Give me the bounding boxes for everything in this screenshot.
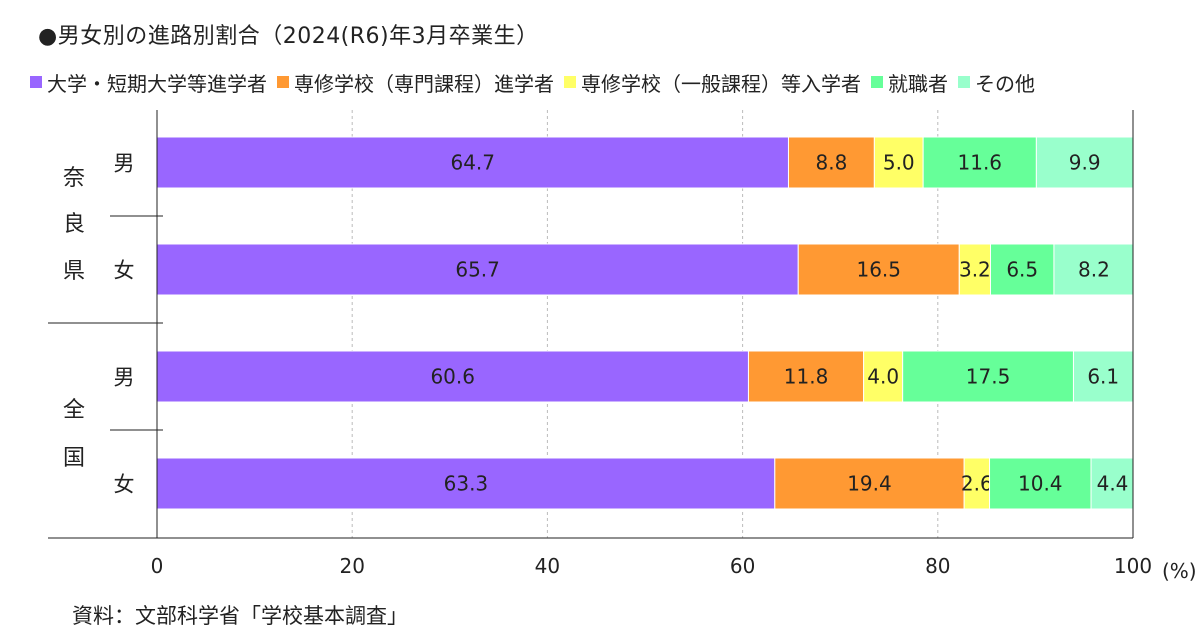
bar-value-label: 65.7 — [455, 258, 500, 282]
legend-swatch — [277, 76, 289, 88]
bar-segment — [873, 136, 924, 189]
bar-value-label: 10.4 — [1018, 472, 1063, 496]
x-tick-label: 60 — [730, 554, 755, 578]
legend-label: その他 — [975, 71, 1035, 96]
bar-segment — [922, 136, 1037, 189]
bar-segment — [747, 350, 865, 403]
bar-value-label: 8.2 — [1078, 258, 1110, 282]
bar-value-label: 6.5 — [1006, 258, 1038, 282]
legend-label: 就職者 — [888, 71, 948, 96]
bar-value-label: 6.1 — [1087, 365, 1119, 389]
bar-value-label: 19.4 — [847, 472, 892, 496]
legend-label: 専修学校（一般課程）等入学者 — [581, 71, 861, 96]
group-label-char: 奈 — [63, 166, 85, 191]
legend-swatch — [30, 76, 42, 88]
x-tick-label: 100 — [1114, 554, 1152, 578]
bar-segment — [1053, 243, 1135, 296]
legend-label: 大学・短期大学等進学者 — [47, 71, 267, 96]
legend-swatch — [871, 76, 883, 88]
bar-segment — [958, 243, 992, 296]
bar-segment — [156, 243, 799, 296]
bar-value-label: 8.8 — [816, 151, 848, 175]
legend-item: 大学・短期大学等進学者 — [30, 68, 267, 97]
bar-segment — [863, 350, 904, 403]
legend-item: 専修学校（一般課程）等入学者 — [564, 68, 861, 97]
legend-swatch — [564, 76, 576, 88]
group-label-char: 県 — [63, 259, 85, 284]
row-label: 男 — [114, 152, 135, 176]
bar-value-label: 11.8 — [784, 365, 829, 389]
bar-segment — [787, 136, 875, 189]
group-label-char: 全 — [63, 398, 85, 423]
bar-value-label: 64.7 — [450, 151, 495, 175]
bar-segment — [989, 457, 1092, 510]
x-tick-label: 0 — [151, 554, 164, 578]
bar-value-label: 16.5 — [856, 258, 901, 282]
legend-swatch — [958, 76, 970, 88]
bar-value-label: 2.6 — [961, 472, 993, 496]
bar-segment — [990, 243, 1055, 296]
bar-segment — [797, 243, 960, 296]
x-tick-label: 20 — [339, 554, 364, 578]
bar-value-label: 9.9 — [1069, 151, 1101, 175]
bar-segment — [963, 457, 991, 510]
bar-segment — [1035, 136, 1134, 189]
row-label: 女 — [114, 473, 135, 497]
legend-item: 就職者 — [871, 68, 948, 97]
bar-segment — [1090, 457, 1135, 510]
legend-label: 専修学校（専門課程）進学者 — [294, 71, 554, 96]
group-label-char: 国 — [63, 446, 85, 471]
bar-value-label: 4.0 — [867, 365, 899, 389]
bar-value-label: 3.2 — [959, 258, 991, 282]
bar-value-label: 11.6 — [958, 151, 1003, 175]
chart-title: ●男女別の進路別割合（2024(R6)年3月卒業生） — [38, 24, 539, 49]
bar-segment — [156, 457, 776, 510]
bar-value-label: 5.0 — [883, 151, 915, 175]
row-label: 男 — [114, 366, 135, 390]
row-label: 女 — [114, 259, 135, 283]
legend-item: 専修学校（専門課程）進学者 — [277, 68, 554, 97]
bar-value-label: 60.6 — [430, 365, 475, 389]
x-unit-label: (%) — [1162, 559, 1196, 583]
chart-legend: 大学・短期大学等進学者 専修学校（専門課程）進学者 専修学校（一般課程）等入学者 就職… — [30, 68, 1045, 96]
bar-value-label: 63.3 — [444, 472, 489, 496]
x-tick-label: 80 — [925, 554, 950, 578]
bar-value-label: 4.4 — [1097, 472, 1129, 496]
source-note: 資料：文部科学省「学校基本調査」 — [72, 604, 408, 628]
x-tick-label: 40 — [535, 554, 560, 578]
legend-item: その他 — [958, 68, 1035, 97]
bar-value-label: 17.5 — [966, 365, 1011, 389]
group-label-char: 良 — [63, 212, 85, 237]
bar-segment — [156, 136, 789, 189]
